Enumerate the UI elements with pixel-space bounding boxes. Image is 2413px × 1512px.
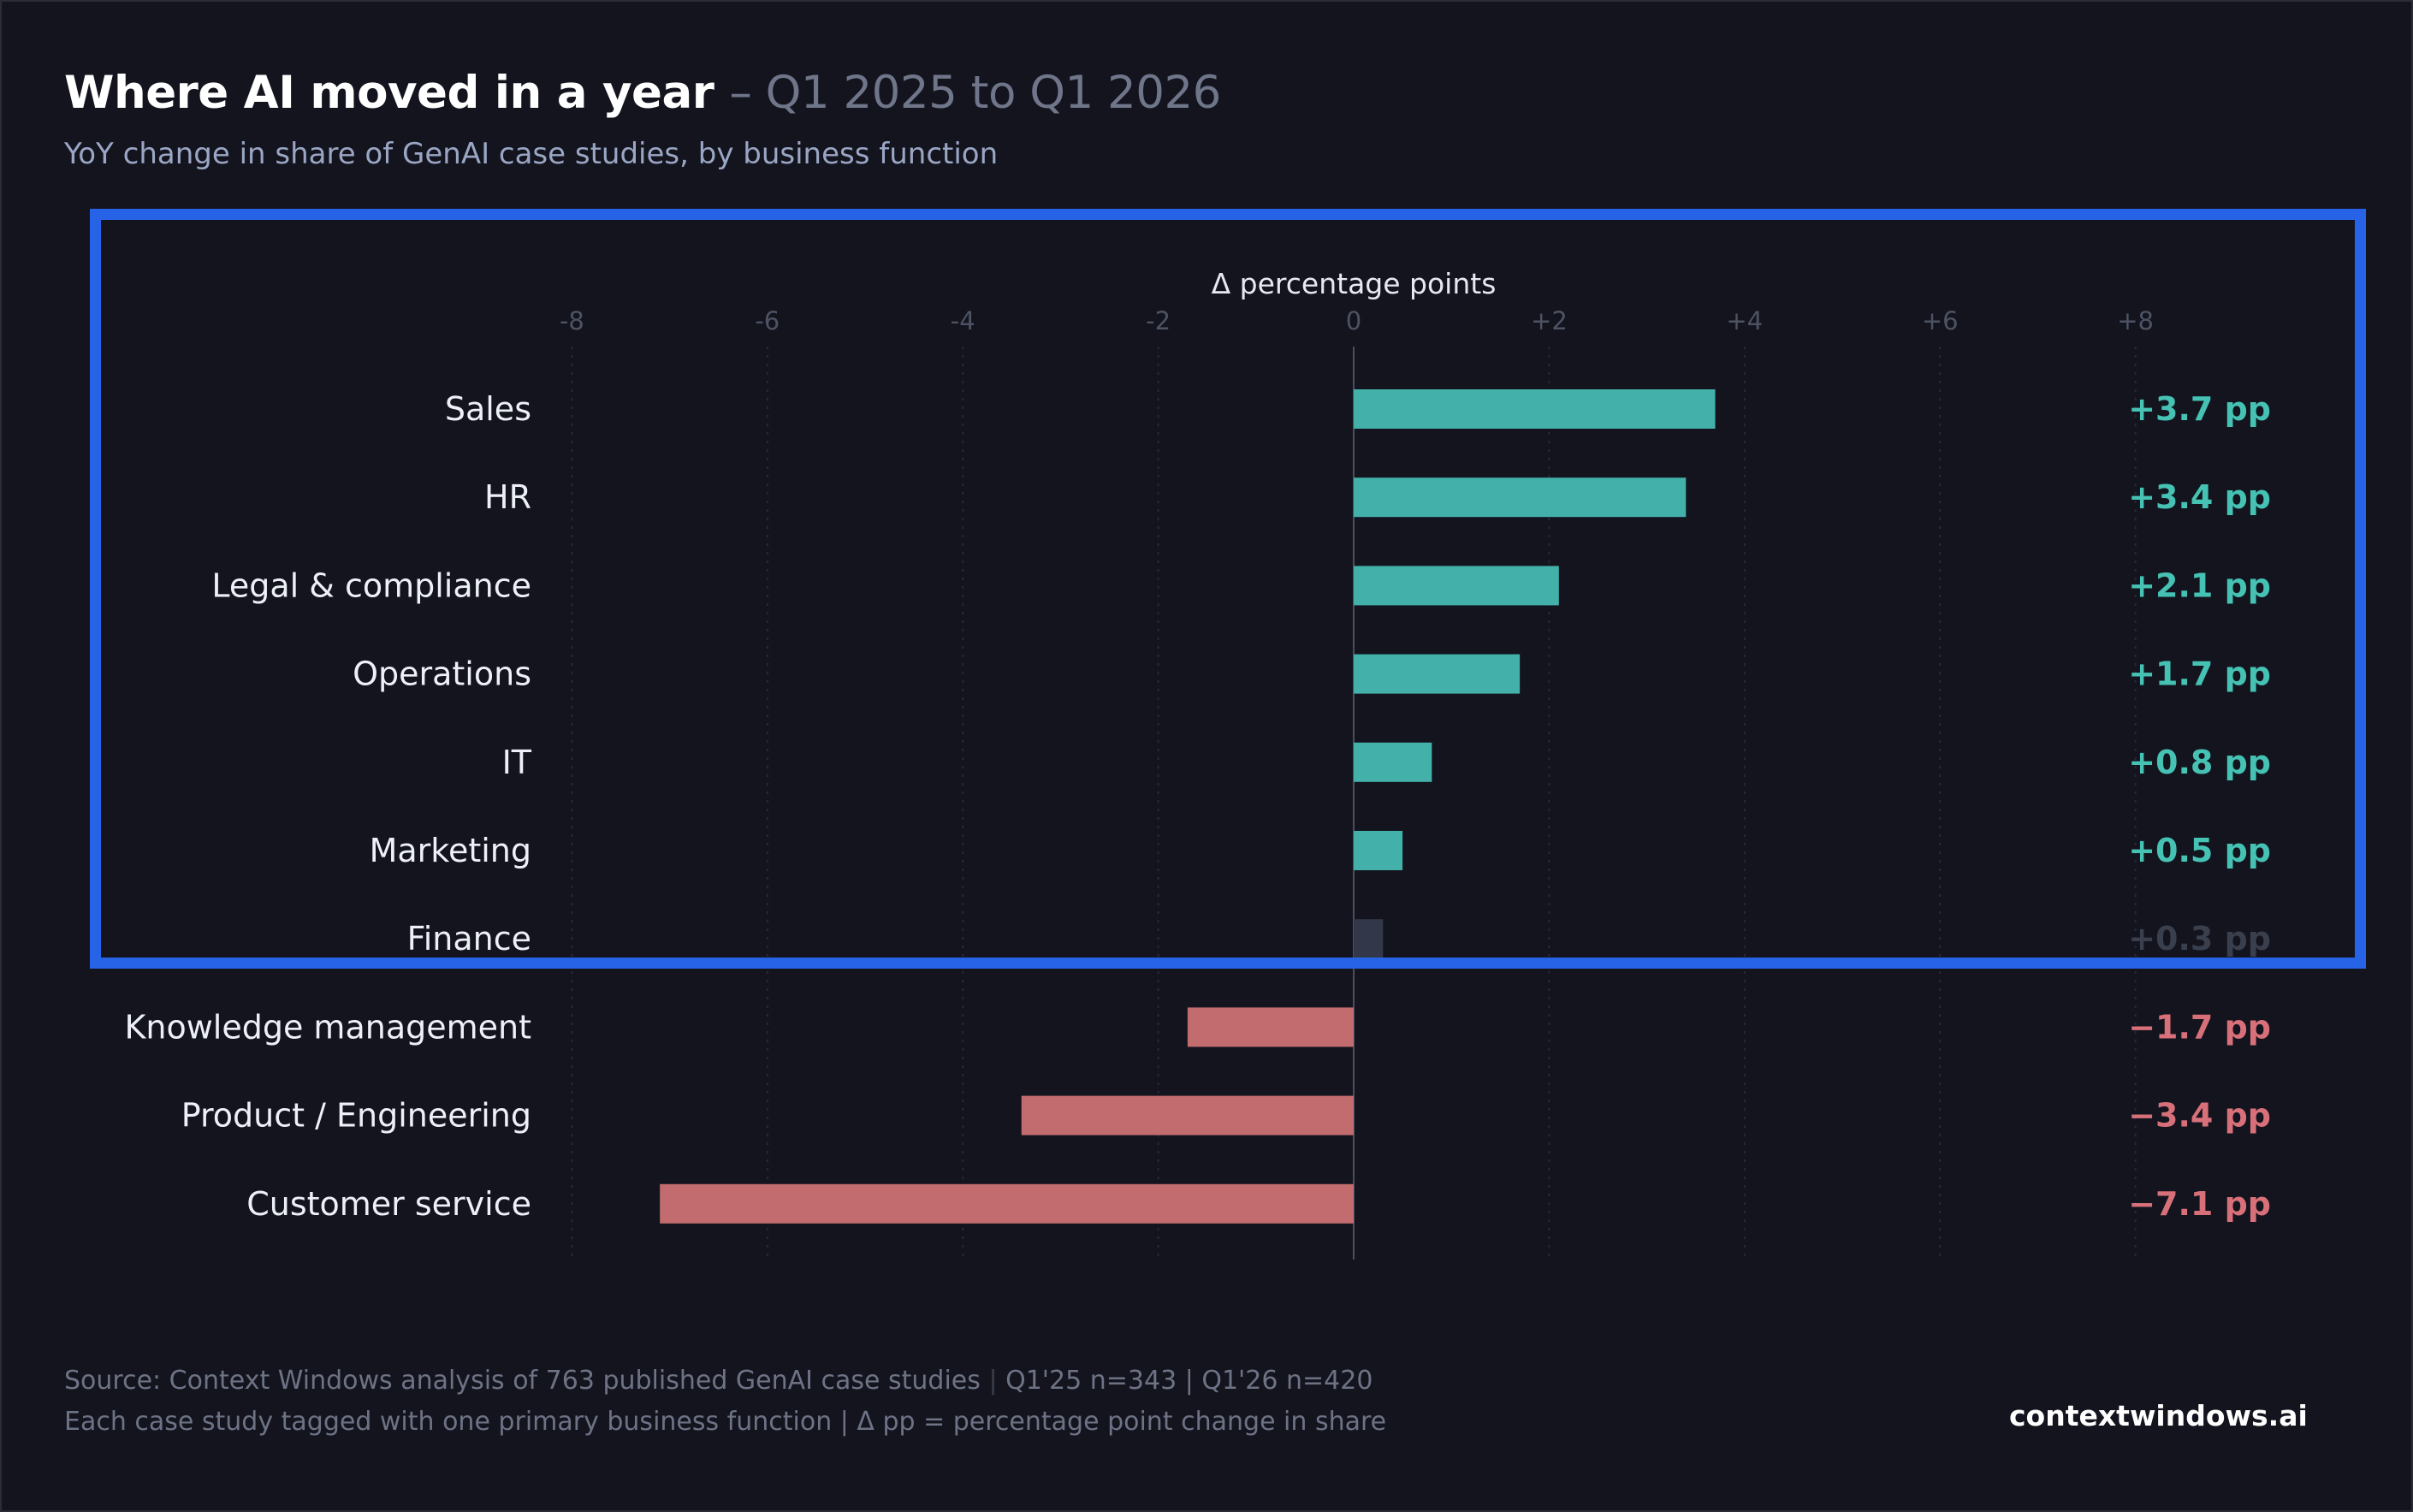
value-label: +0.5 pp [2128, 832, 2271, 869]
category-label: Customer service [246, 1185, 531, 1223]
value-label: +3.7 pp [2128, 390, 2271, 428]
source-note: Source: Context Windows analysis of 763 … [64, 1366, 1373, 1396]
bar-customer-service [660, 1183, 1354, 1224]
x-tick-label: -4 [951, 306, 975, 335]
x-tick-label: +6 [1922, 306, 1959, 335]
bar-product-engineering [1021, 1095, 1354, 1135]
value-label: +2.1 pp [2128, 566, 2271, 604]
category-label: Operations [353, 655, 531, 693]
category-label: Knowledge management [124, 1008, 531, 1046]
value-label: +0.8 pp [2128, 744, 2271, 781]
bar-knowledge-management [1187, 1007, 1354, 1047]
category-label: Sales [445, 390, 531, 428]
category-label: Product / Engineering [181, 1097, 531, 1135]
bar-marketing [1354, 831, 1403, 870]
x-tick-label: +4 [1726, 306, 1763, 335]
method-note: Each case study tagged with one primary … [64, 1407, 1387, 1437]
brand-label: contextwindows.ai [2009, 1399, 2308, 1432]
source-separator: | [988, 1366, 998, 1396]
x-tick-label: +2 [1531, 306, 1568, 335]
value-label: +0.3 pp [2128, 920, 2271, 958]
highlight-box [90, 209, 2366, 969]
category-label: Finance [407, 920, 531, 958]
axis-title: Δ percentage points [1212, 267, 1497, 300]
value-label: −3.4 pp [2128, 1097, 2271, 1135]
category-label: HR [484, 478, 531, 516]
category-label: Marketing [370, 832, 531, 869]
value-label: −7.1 pp [2128, 1185, 2271, 1223]
title-period: – Q1 2025 to Q1 2026 [729, 67, 1221, 119]
category-label: Legal & compliance [211, 566, 531, 604]
title-main: Where AI moved in a year [64, 67, 714, 119]
value-label: +3.4 pp [2128, 478, 2271, 516]
bar-legal-compliance [1354, 566, 1559, 606]
bar-finance [1354, 919, 1384, 959]
source-text: Source: Context Windows analysis of 763 … [64, 1366, 981, 1396]
chart-title: Where AI moved in a year – Q1 2025 to Q1… [64, 67, 1221, 119]
x-tick-label: 0 [1346, 306, 1361, 335]
x-tick-label: +8 [2117, 306, 2154, 335]
bar-hr [1354, 477, 1687, 518]
value-label: +1.7 pp [2128, 655, 2271, 693]
value-label: −1.7 pp [2128, 1008, 2271, 1046]
bar-operations [1354, 654, 1521, 694]
bar-it [1354, 742, 1432, 782]
x-tick-label: -8 [560, 306, 584, 335]
sample-counts: Q1'25 n=343 | Q1'26 n=420 [1005, 1366, 1373, 1396]
x-tick-label: -6 [755, 306, 780, 335]
category-label: IT [502, 744, 532, 781]
chart-subtitle: YoY change in share of GenAI case studie… [64, 137, 999, 171]
x-tick-label: -2 [1146, 306, 1171, 335]
bar-sales [1354, 389, 1716, 429]
